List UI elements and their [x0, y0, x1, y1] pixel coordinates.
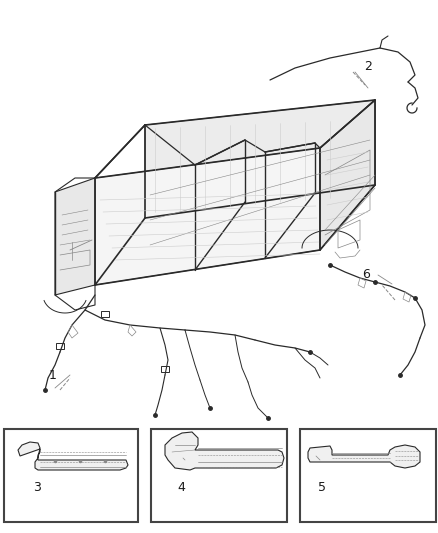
Bar — [161, 366, 169, 372]
Text: 2: 2 — [364, 60, 372, 73]
Text: 5: 5 — [318, 481, 326, 494]
Polygon shape — [308, 445, 420, 468]
Text: 6: 6 — [362, 268, 370, 281]
Text: 3: 3 — [33, 481, 41, 494]
Text: 4: 4 — [178, 481, 186, 494]
Polygon shape — [95, 148, 320, 285]
Polygon shape — [165, 432, 284, 470]
Bar — [56, 343, 64, 349]
Text: 1: 1 — [49, 369, 57, 382]
Polygon shape — [320, 100, 375, 250]
Polygon shape — [55, 178, 95, 295]
Polygon shape — [145, 100, 375, 218]
Bar — [151, 429, 287, 522]
Bar — [101, 311, 109, 317]
Bar — [300, 429, 436, 522]
Polygon shape — [18, 442, 128, 470]
Bar — [4, 429, 138, 522]
